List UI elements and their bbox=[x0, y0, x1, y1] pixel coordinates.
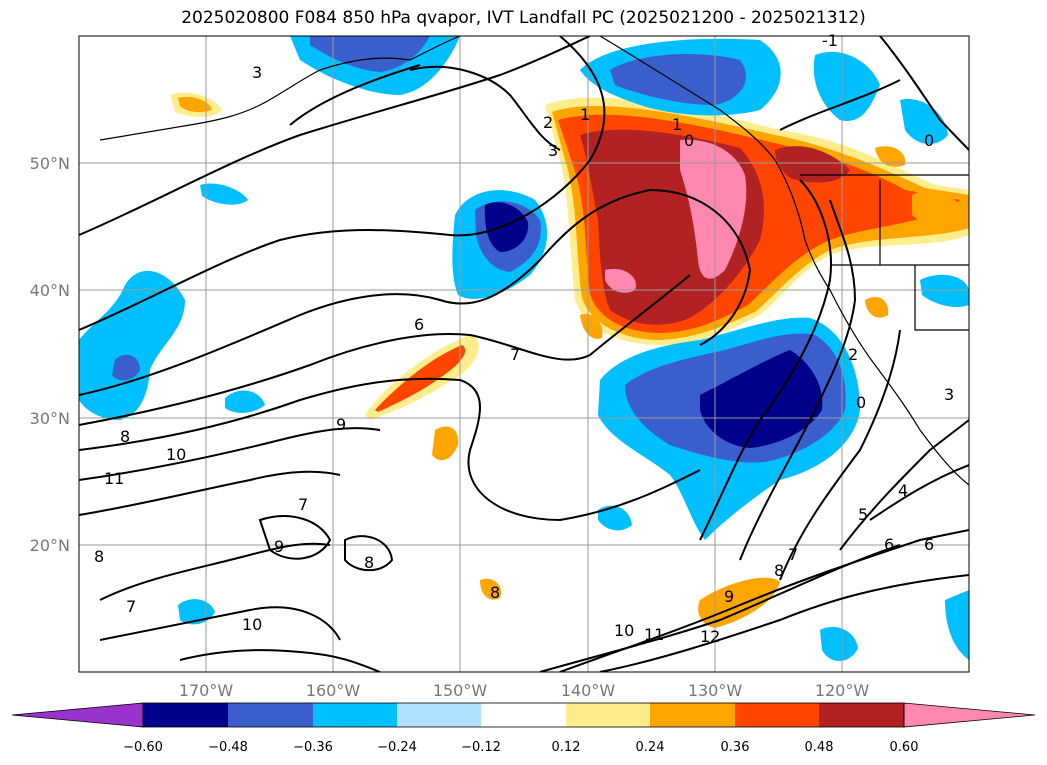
colorbar: −0.60 −0.48 −0.36 −0.24 −0.12 0.12 0.24 … bbox=[11, 702, 1036, 755]
lat-label: 40°N bbox=[30, 281, 70, 300]
colorbar-tick: −0.48 bbox=[208, 740, 248, 755]
negative-anomaly-nv bbox=[920, 274, 969, 307]
contour-label: 9 bbox=[274, 537, 284, 556]
negative-anomaly-bc-mid bbox=[610, 54, 746, 105]
contour-label: 7 bbox=[298, 495, 308, 514]
streak-2 bbox=[432, 426, 459, 461]
contour-label: 12 bbox=[700, 627, 720, 646]
contour-lines bbox=[79, 36, 969, 672]
contour-label: 8 bbox=[490, 583, 500, 602]
contour-label: 11 bbox=[104, 469, 124, 488]
colorbar-frame bbox=[142, 702, 905, 728]
negative-anomaly-ne bbox=[813, 51, 880, 121]
contour-label: 8 bbox=[94, 547, 104, 566]
contour-label: 3 bbox=[548, 141, 558, 160]
contour-label: 8 bbox=[120, 427, 130, 446]
lon-label: 130°W bbox=[688, 681, 743, 700]
contour-label: 11 bbox=[644, 625, 664, 644]
contour-label: 3 bbox=[252, 63, 262, 82]
negative-anomaly-ak-mid bbox=[310, 36, 430, 72]
contour-label: 5 bbox=[858, 505, 868, 524]
contour-label: 6 bbox=[414, 315, 424, 334]
streak-6 bbox=[480, 578, 502, 600]
lon-label: 140°W bbox=[561, 681, 616, 700]
contour-label: 6 bbox=[884, 535, 894, 554]
colorbar-tick: −0.36 bbox=[293, 740, 333, 755]
contour-label: 10 bbox=[166, 445, 186, 464]
lat-label: 30°N bbox=[30, 409, 70, 428]
colorbar-swatch bbox=[735, 703, 819, 727]
negative-anomaly-west-mid bbox=[112, 354, 140, 381]
lat-label: 50°N bbox=[30, 154, 70, 173]
colorbar-swatch bbox=[481, 703, 566, 727]
colorbar-swatch bbox=[313, 703, 397, 727]
map-title: 2025020800 F084 850 hPa qvapor, IVT Land… bbox=[181, 8, 866, 28]
map-frame bbox=[78, 35, 970, 673]
lon-label: 170°W bbox=[179, 681, 234, 700]
negative-anomaly-ocean1 bbox=[200, 183, 248, 205]
contour-label: 0 bbox=[684, 131, 694, 150]
contour-label: 6 bbox=[924, 535, 934, 554]
colorbar-tick: 0.24 bbox=[636, 740, 665, 755]
contour-label: 10 bbox=[614, 621, 634, 640]
latitude-labels: 50°N 40°N 30°N 20°N bbox=[30, 154, 70, 555]
lon-label: 150°W bbox=[433, 681, 488, 700]
contour-label: 7 bbox=[510, 345, 520, 364]
contour-label: 1 bbox=[672, 115, 682, 134]
negative-anomaly-ne2 bbox=[900, 99, 948, 145]
streak-8 bbox=[912, 191, 965, 226]
contour-label: 0 bbox=[924, 131, 934, 150]
colorbar-tick: 0.60 bbox=[890, 740, 919, 755]
contour-label: 4 bbox=[898, 481, 908, 500]
contour-label: 7 bbox=[126, 597, 136, 616]
contour-label: 7 bbox=[788, 545, 798, 564]
negative-anomaly-ocean3 bbox=[598, 505, 632, 531]
colorbar-swatch bbox=[819, 703, 904, 727]
colorbar-tick: −0.24 bbox=[377, 740, 417, 755]
longitude-labels: 170°W 160°W 150°W 140°W 130°W 120°W bbox=[179, 681, 870, 700]
lon-label: 120°W bbox=[815, 681, 870, 700]
colorbar-extend-left bbox=[11, 702, 144, 728]
contour-label: 9 bbox=[336, 415, 346, 434]
colorbar-tick: −0.12 bbox=[461, 740, 501, 755]
contour-label: 8 bbox=[774, 561, 784, 580]
colorbar-swatch bbox=[566, 703, 650, 727]
lon-label: 160°W bbox=[306, 681, 361, 700]
contour-label: -1 bbox=[822, 31, 838, 50]
contour-label: 2 bbox=[543, 113, 553, 132]
colorbar-tick: 0.48 bbox=[805, 740, 834, 755]
shading-layer bbox=[79, 36, 969, 662]
colorbar-tick: 0.36 bbox=[721, 740, 750, 755]
negative-anomaly-west bbox=[79, 270, 185, 420]
contour-label: 2 bbox=[848, 345, 858, 364]
streak-9 bbox=[865, 296, 889, 318]
negative-anomaly-sw3 bbox=[945, 590, 969, 660]
colorbar-extend-right bbox=[903, 702, 1036, 728]
colorbar-swatch bbox=[650, 703, 735, 727]
contour-label: 1 bbox=[580, 105, 590, 124]
contour-label: 9 bbox=[724, 587, 734, 606]
coastlines bbox=[99, 36, 969, 486]
lat-label: 20°N bbox=[30, 536, 70, 555]
contour-label-group: 3 1 2 3 0 0 1 -1 6 7 8 9 10 11 7 9 8 8 7… bbox=[94, 31, 954, 646]
streak-7 bbox=[875, 146, 906, 167]
colorbar-swatch bbox=[228, 703, 313, 727]
positive-anomaly-bc bbox=[775, 146, 850, 183]
colorbar-tick: 0.12 bbox=[552, 740, 581, 755]
negative-anomaly-sw2 bbox=[820, 626, 858, 662]
colorbar-swatch bbox=[143, 703, 228, 727]
positive-anomaly-pink-small bbox=[605, 268, 636, 293]
streak-5 bbox=[580, 313, 603, 339]
contour-label: 3 bbox=[944, 385, 954, 404]
negative-anomaly-gulf-core bbox=[484, 202, 529, 252]
negative-anomaly-ocean2 bbox=[225, 390, 265, 413]
colorbar-swatch bbox=[397, 703, 481, 727]
contour-label: 8 bbox=[364, 553, 374, 572]
streak-3-core bbox=[178, 96, 212, 113]
colorbar-tick: −0.60 bbox=[123, 740, 163, 755]
contour-label: 0 bbox=[856, 393, 866, 412]
contour-label: 10 bbox=[242, 615, 262, 634]
streak-4 bbox=[698, 577, 780, 628]
